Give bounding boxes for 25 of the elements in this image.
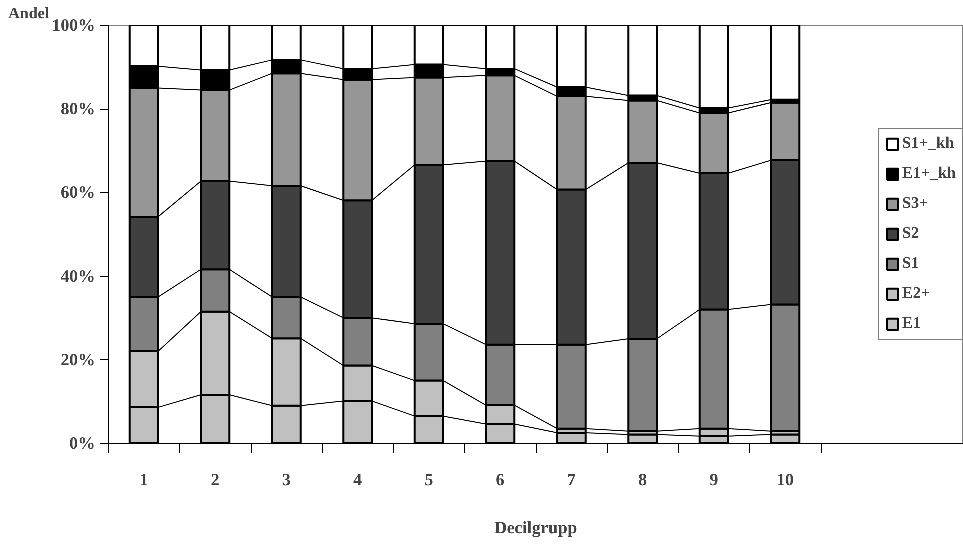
legend-label: S3+ bbox=[902, 195, 928, 213]
y-axis-title: Andel bbox=[8, 6, 50, 22]
legend-label: E1+_kh bbox=[902, 165, 956, 183]
legend-label: S1+_kh bbox=[902, 135, 954, 153]
y-tick-label: 20% bbox=[60, 350, 96, 370]
x-tick-label: 10 bbox=[776, 470, 794, 490]
x-tick-label: 8 bbox=[638, 470, 648, 490]
x-tick-label: 9 bbox=[710, 470, 719, 490]
y-tick-label: 0% bbox=[70, 434, 96, 453]
x-tick-label: 7 bbox=[567, 470, 576, 490]
x-tick-label: 3 bbox=[282, 470, 292, 490]
x-tick-label: 6 bbox=[496, 470, 506, 490]
y-tick-label: 80% bbox=[60, 100, 96, 119]
x-tick-label: 1 bbox=[140, 470, 148, 490]
x-axis-title: Decilgrupp bbox=[494, 518, 578, 538]
y-tick-label: 60% bbox=[60, 183, 96, 202]
legend-label: E2+ bbox=[902, 285, 930, 303]
x-tick-label: 5 bbox=[424, 470, 434, 490]
x-tick-label: 2 bbox=[211, 470, 220, 490]
legend-label: S2 bbox=[902, 225, 920, 243]
legend-label: E1 bbox=[902, 315, 922, 333]
x-tick-label: 4 bbox=[354, 470, 363, 490]
y-tick-label: 100% bbox=[52, 16, 96, 35]
y-tick-label: 40% bbox=[60, 266, 96, 286]
legend-label: S1 bbox=[902, 255, 920, 273]
